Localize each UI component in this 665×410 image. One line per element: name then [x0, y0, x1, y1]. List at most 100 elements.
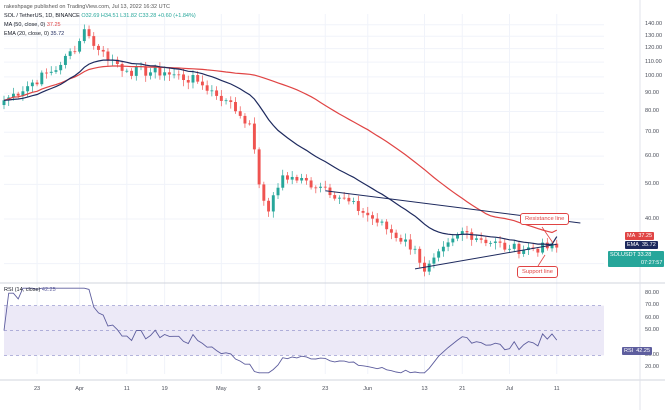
- price-tick-label: 140.00: [645, 21, 663, 28]
- candle-down: [87, 29, 91, 37]
- candle-down: [286, 175, 289, 180]
- candle-up: [82, 29, 86, 42]
- candle-up: [63, 55, 67, 65]
- time-tick-label: Jun: [363, 386, 373, 392]
- candle-down: [252, 123, 256, 150]
- candle-down: [262, 184, 266, 201]
- candle-down: [248, 123, 252, 125]
- candle-up: [271, 195, 275, 212]
- ma-50-line: [3, 65, 558, 234]
- candle-down: [347, 197, 351, 202]
- time-tick-label: May: [216, 386, 227, 392]
- candle-up: [319, 186, 322, 188]
- candle-down: [97, 45, 100, 50]
- time-tick-label: 11: [553, 386, 560, 392]
- resistance-line-label: Resistance line: [520, 213, 570, 225]
- support-line-label: Support line: [517, 266, 558, 278]
- price-tick-label: 130.00: [645, 32, 663, 39]
- time-tick-label: 11: [123, 386, 130, 392]
- candle-up: [40, 72, 44, 85]
- candle-down: [399, 237, 403, 242]
- candle-down: [371, 215, 374, 219]
- candle-down: [267, 200, 271, 212]
- candle-down: [304, 177, 308, 181]
- resistance-pointer: [541, 226, 554, 244]
- publish-info: rakeshpage published on TradingView.com,…: [4, 4, 170, 10]
- price-tick-label: 90.00: [645, 89, 659, 96]
- candle-down: [219, 95, 223, 101]
- ma-price-badge: MA 37.25: [625, 232, 655, 240]
- rsi-legend-label: RSI (14, close): [4, 287, 41, 293]
- candle-up: [78, 41, 82, 52]
- candle-up: [148, 72, 152, 76]
- price-tick-label: 100.00: [645, 73, 663, 80]
- candle-down: [92, 36, 96, 46]
- candle-down: [498, 241, 502, 243]
- countdown-timer: 07:27:57: [641, 260, 663, 266]
- candle-down: [394, 232, 398, 238]
- candle-up: [59, 64, 63, 71]
- candle-up: [21, 91, 25, 96]
- rsi-badge-label: RSI: [624, 348, 634, 354]
- candle-down: [35, 82, 39, 85]
- candle-up: [550, 243, 554, 249]
- rsi-line: [3, 287, 558, 374]
- candle-down: [536, 248, 540, 253]
- candle-down: [196, 75, 200, 82]
- candle-down: [385, 221, 389, 230]
- price-tick-label: 50.00: [645, 180, 659, 187]
- last-price-badge: SOLUSDT 33.28 07:27:57: [608, 251, 665, 267]
- candle-up: [451, 238, 455, 243]
- support-pointer: [537, 254, 546, 267]
- candle-up: [281, 175, 285, 188]
- ema-legend: EMA (20, close, 0) 35.72: [4, 31, 64, 38]
- ma-badge-label: MA: [627, 233, 636, 239]
- candle-down: [361, 210, 365, 213]
- candle-down: [333, 195, 337, 199]
- ema-20-line: [3, 59, 558, 246]
- trendline: [414, 243, 557, 270]
- candle-down: [215, 90, 219, 96]
- candle-down: [177, 74, 181, 76]
- time-tick-label: Apr: [75, 386, 84, 392]
- candle-down: [465, 231, 469, 233]
- price-tick-label: 70.00: [645, 128, 659, 135]
- candle-up: [474, 238, 478, 240]
- candle-down: [309, 180, 313, 188]
- candle-down: [144, 66, 148, 76]
- time-tick-label: 9: [257, 386, 261, 392]
- rsi-value-badge: RSI 42.25: [622, 347, 652, 355]
- price-tick-label: 40.00: [645, 215, 659, 222]
- rsi-levels: [4, 305, 604, 356]
- time-tick-label: 21: [459, 386, 466, 392]
- candle-up: [210, 90, 214, 92]
- candle-down: [130, 70, 134, 76]
- candle-down: [314, 187, 318, 189]
- candle-up: [441, 246, 445, 252]
- time-tick-label: 13: [421, 386, 428, 392]
- last-badge-value: 33.28: [637, 252, 652, 258]
- candle-down: [470, 232, 474, 240]
- candle-up: [134, 66, 138, 76]
- candle-down: [375, 218, 379, 223]
- ma-legend-value: 37.25: [46, 22, 61, 28]
- candle-down: [408, 239, 412, 250]
- candle-down: [389, 229, 393, 233]
- candle-down: [45, 72, 48, 74]
- rsi-tick-label: 70.00: [645, 302, 659, 309]
- candle-up: [153, 66, 157, 73]
- candle-up: [512, 243, 516, 249]
- candle-up: [300, 177, 304, 181]
- candle-down: [229, 100, 233, 102]
- candle-down: [243, 115, 247, 124]
- candle-up: [460, 231, 464, 235]
- candle-down: [366, 212, 370, 216]
- candle-up: [446, 242, 450, 247]
- candle-up: [508, 248, 511, 250]
- candle-up: [337, 197, 341, 199]
- candle-down: [356, 201, 360, 211]
- ema-legend-label: EMA (20, close, 0): [4, 31, 49, 37]
- candle-up: [352, 201, 356, 202]
